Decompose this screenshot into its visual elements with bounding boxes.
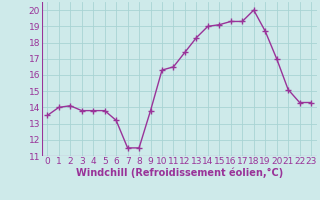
- X-axis label: Windchill (Refroidissement éolien,°C): Windchill (Refroidissement éolien,°C): [76, 168, 283, 178]
